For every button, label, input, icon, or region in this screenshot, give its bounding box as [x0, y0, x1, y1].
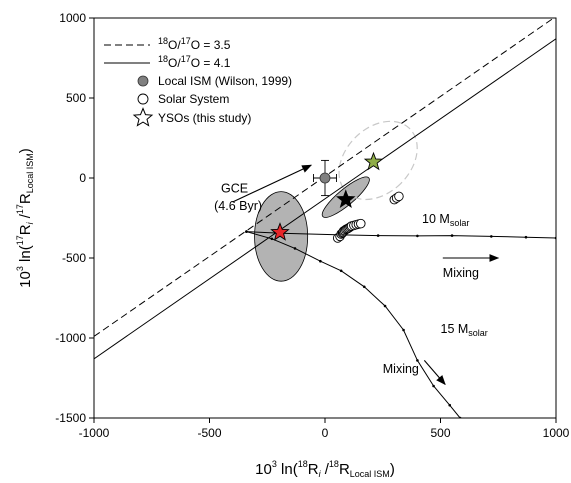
y-tick-label-0: 0: [79, 171, 86, 185]
x-tick-label-1000: 1000: [543, 426, 570, 440]
mixing-curve-15-msolar-node-11: [448, 403, 452, 407]
annotation-label-3: Mixing: [443, 266, 479, 280]
yso-star-2: [335, 189, 356, 208]
label-10-msolar: 10 Msolar: [422, 212, 469, 228]
mixing-curve-10-msolar-node-8: [524, 235, 528, 239]
legend-label-dashed: 18O/17O = 3.5: [158, 36, 231, 52]
mixing-curve-15-msolar-node-3: [293, 247, 297, 250]
x-tick-label-500: 500: [430, 426, 450, 440]
y-tick-label--1000: -1000: [55, 331, 86, 345]
legend: 18O/17O = 3.5 18O/17O = 4.1 Local ISM (W…: [104, 36, 292, 127]
yso-star-1: [270, 222, 290, 241]
mixing-curve-10-msolar-node-5: [416, 234, 419, 238]
annotation-arrow-3: [423, 360, 446, 386]
x-axis-title: 103 ln(18Ri /18RLocal ISM): [255, 459, 395, 479]
x-tick-label--1000: -1000: [79, 426, 110, 440]
legend-yso-star-marker: [132, 107, 154, 127]
local-ism-point: [319, 172, 331, 184]
mixing-curve-10-msolar-node-4: [376, 234, 380, 237]
ratio-line-solid: [94, 38, 556, 360]
mixing-curve-15-msolar-node-6: [362, 285, 366, 289]
y-tick-label-500: 500: [66, 91, 86, 105]
label-15-msolar: 15 Msolar: [441, 322, 488, 338]
y-tick-label--500: -500: [62, 251, 86, 265]
mixing-curve-10-msolar-node-7: [490, 235, 493, 238]
mixing-curve-15-msolar-node-8: [402, 328, 405, 332]
legend-label-solar-system: Solar System: [158, 92, 229, 106]
mixing-curve-15-msolar: [246, 231, 461, 418]
solar-system-point-17: [356, 218, 366, 229]
annotation-label-1: GCE: [221, 181, 248, 195]
annotation-arrow-1: [232, 164, 313, 203]
mixing-curve-15-msolar-node-10: [432, 384, 435, 388]
y-axis-title: 103 ln(17Ri /17RLocal ISM): [15, 148, 35, 288]
mixing-curve-15-msolar-node-4: [319, 259, 322, 263]
mixing-curve-15-msolar-node-7: [383, 304, 387, 308]
legend-local-ism-marker: [137, 75, 149, 87]
y-tick-label-1000: 1000: [59, 11, 86, 25]
yso-star-3: [363, 151, 384, 171]
mixing-curve-15-msolar-node-1: [245, 230, 248, 233]
x-tick-label--500: -500: [197, 426, 221, 440]
y-tick-label--1500: -1500: [55, 411, 86, 425]
annotation-label-2: (4.6 Byr): [214, 199, 262, 213]
mixing-curve-15-msolar-node-2: [270, 237, 274, 241]
legend-label-ysos: YSOs (this study): [158, 111, 251, 125]
mixing-curve-10-msolar-node-6: [450, 234, 454, 237]
plot-area: GCE (4.6 Byr) Mixing Mixing 10 Msolar 15 Msol…: [94, 18, 556, 418]
x-tick-label-0: 0: [322, 426, 329, 440]
annotation-label-4: Mixing: [383, 362, 419, 376]
mixing-curve-15-msolar-node-9: [416, 359, 419, 362]
legend-solar-system-marker: [137, 93, 149, 105]
legend-label-solid: 18O/17O = 4.1: [158, 54, 231, 70]
solar-system-point-20: [394, 191, 404, 202]
mixing-curve-15-msolar-node-5: [339, 269, 343, 273]
legend-label-local-ism: Local ISM (Wilson, 1999): [158, 74, 292, 88]
